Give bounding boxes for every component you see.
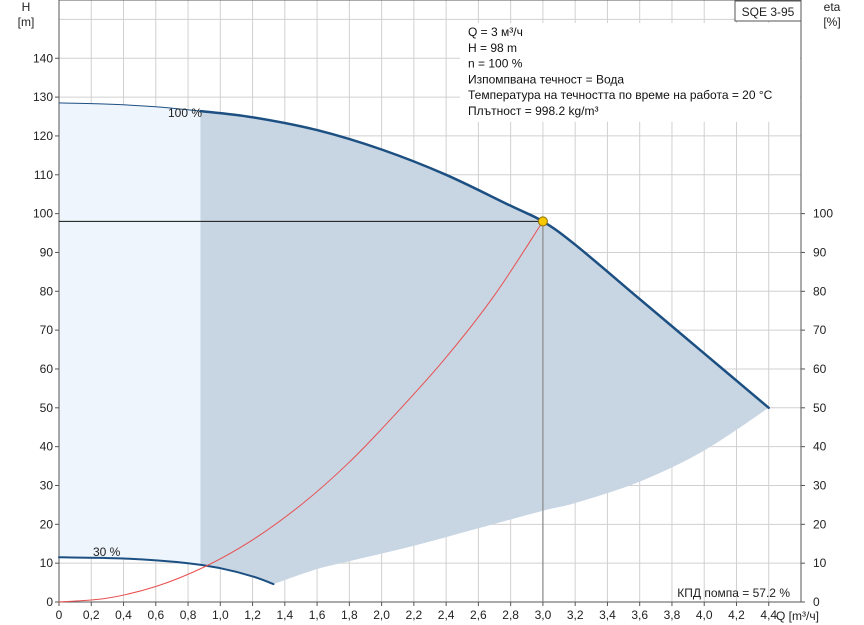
y-right-tick-label: 80 [813,284,827,298]
label-30-percent: 30 % [93,545,121,559]
x-tick-label: 3,4 [599,608,616,622]
series [58,102,770,603]
operating-region [200,111,769,585]
info-block: Q = 3 м³/ч H = 98 m n = 100 %Изпомпвана те… [460,23,800,122]
x-tick-label: 4,4 [760,608,777,622]
x-tick-label: 4,0 [696,608,713,622]
y-right-tick-label: 100 [813,207,833,221]
curve-100-extension [58,102,201,112]
x-tick-label: 0 [56,608,63,622]
x-tick-label: 2,0 [373,608,390,622]
x-tick-label: 1,4 [276,608,293,622]
efficiency-curve [58,220,544,603]
y-left-tick-label: 20 [40,517,54,531]
x-tick-label: 0,8 [180,608,197,622]
y-right-tick-label: 90 [813,245,827,259]
y-left-tick-label: 140 [33,51,53,65]
x-tick-label: 2,4 [438,608,455,622]
y-right-tick-label: 0 [813,595,820,609]
y-right-tick-label: 30 [813,478,827,492]
x-tick-label: 2,6 [470,608,487,622]
y-right-tick-label: 50 [813,401,827,415]
curve-100-percent [199,109,770,410]
y-left-tick-label: 10 [40,556,54,570]
y-left-tick-label: 60 [40,362,54,376]
x-tick-label: 3,8 [664,608,681,622]
info-line: Температура на течността по време на раб… [468,88,773,102]
y-left-tick-label: 120 [33,129,53,143]
y-left-label: H [22,0,31,14]
y-left-tick-label: 50 [40,401,54,415]
y-left-tick-label: 90 [40,245,54,259]
y-right-tick-label: 20 [813,517,827,531]
y-right-unit: [%] [823,15,840,29]
axes [58,0,802,603]
x-tick-label: 3,2 [567,608,584,622]
efficiency-note: КПД помпа = 57.2 % [677,586,790,600]
y-right-tick-label: 70 [813,323,827,337]
y-axis-left-ticks: 0 10 20 30 40 50 60 70 80 90 100 110 120 130 140 [33,51,59,609]
x-tick-label: 1,2 [244,608,261,622]
y-left-tick-label: 80 [40,284,54,298]
y-left-tick-label: 30 [40,478,54,492]
operating-area [59,102,769,585]
x-tick-label: 0,6 [147,608,164,622]
info-line: n = 100 % [468,57,523,71]
info-background [460,23,800,122]
x-axis-ticks: 0 0,2 0,4 0,6 0,8 1,0 1,2 1,4 1,6 1,8 2,0 2,2 2,4 2,6… [56,602,777,622]
model-label: SQE 3-95 [742,5,795,19]
y-right-tick-label: 60 [813,362,827,376]
x-tick-label: 3,0 [535,608,552,622]
x-tick-label: 2,8 [502,608,519,622]
model-box [734,0,802,22]
info-line: Q = 3 м³/ч [468,25,523,39]
y-right-label: eta [824,0,841,14]
y-right-tick-label: 40 [813,440,827,454]
x-tick-label: 0,4 [115,608,132,622]
y-left-tick-label: 110 [34,168,53,182]
x-tick-label: 2,2 [406,608,423,622]
left-band-area [59,102,201,566]
x-tick-label: 1,0 [212,608,229,622]
x-tick-label: 1,6 [309,608,326,622]
operating-point-marker [537,216,548,227]
y-left-tick-label: 130 [33,90,53,104]
y-left-tick-label: 40 [40,440,54,454]
plot-frame [58,0,802,603]
y-left-tick-label: 0 [46,595,53,609]
x-tick-label: 4,2 [728,608,745,622]
y-left-unit: [m] [18,15,35,29]
x-tick-label: 3,6 [631,608,648,622]
info-line: Плътност = 998.2 kg/m³ [468,104,598,118]
y-right-tick-label: 10 [813,556,827,570]
label-100-percent: 100 % [168,106,202,120]
info-line: H = 98 m [468,41,517,55]
x-axis-label: Q [m³/ч] [776,609,819,623]
operating-point-markers [59,216,548,602]
info-line: Изпомпвана течност = Вода [468,72,624,86]
y-axis-right-ticks: 0 10 20 30 40 50 60 70 80 90 100 [801,207,833,609]
y-left-tick-label: 100 [33,207,53,221]
curve-30-percent [58,556,275,586]
y-left-tick-label: 70 [40,323,54,337]
x-tick-label: 1,8 [341,608,358,622]
x-tick-label: 0,2 [83,608,100,622]
